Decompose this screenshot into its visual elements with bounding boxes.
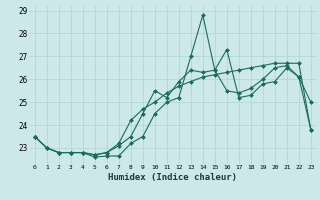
X-axis label: Humidex (Indice chaleur): Humidex (Indice chaleur) bbox=[108, 173, 237, 182]
